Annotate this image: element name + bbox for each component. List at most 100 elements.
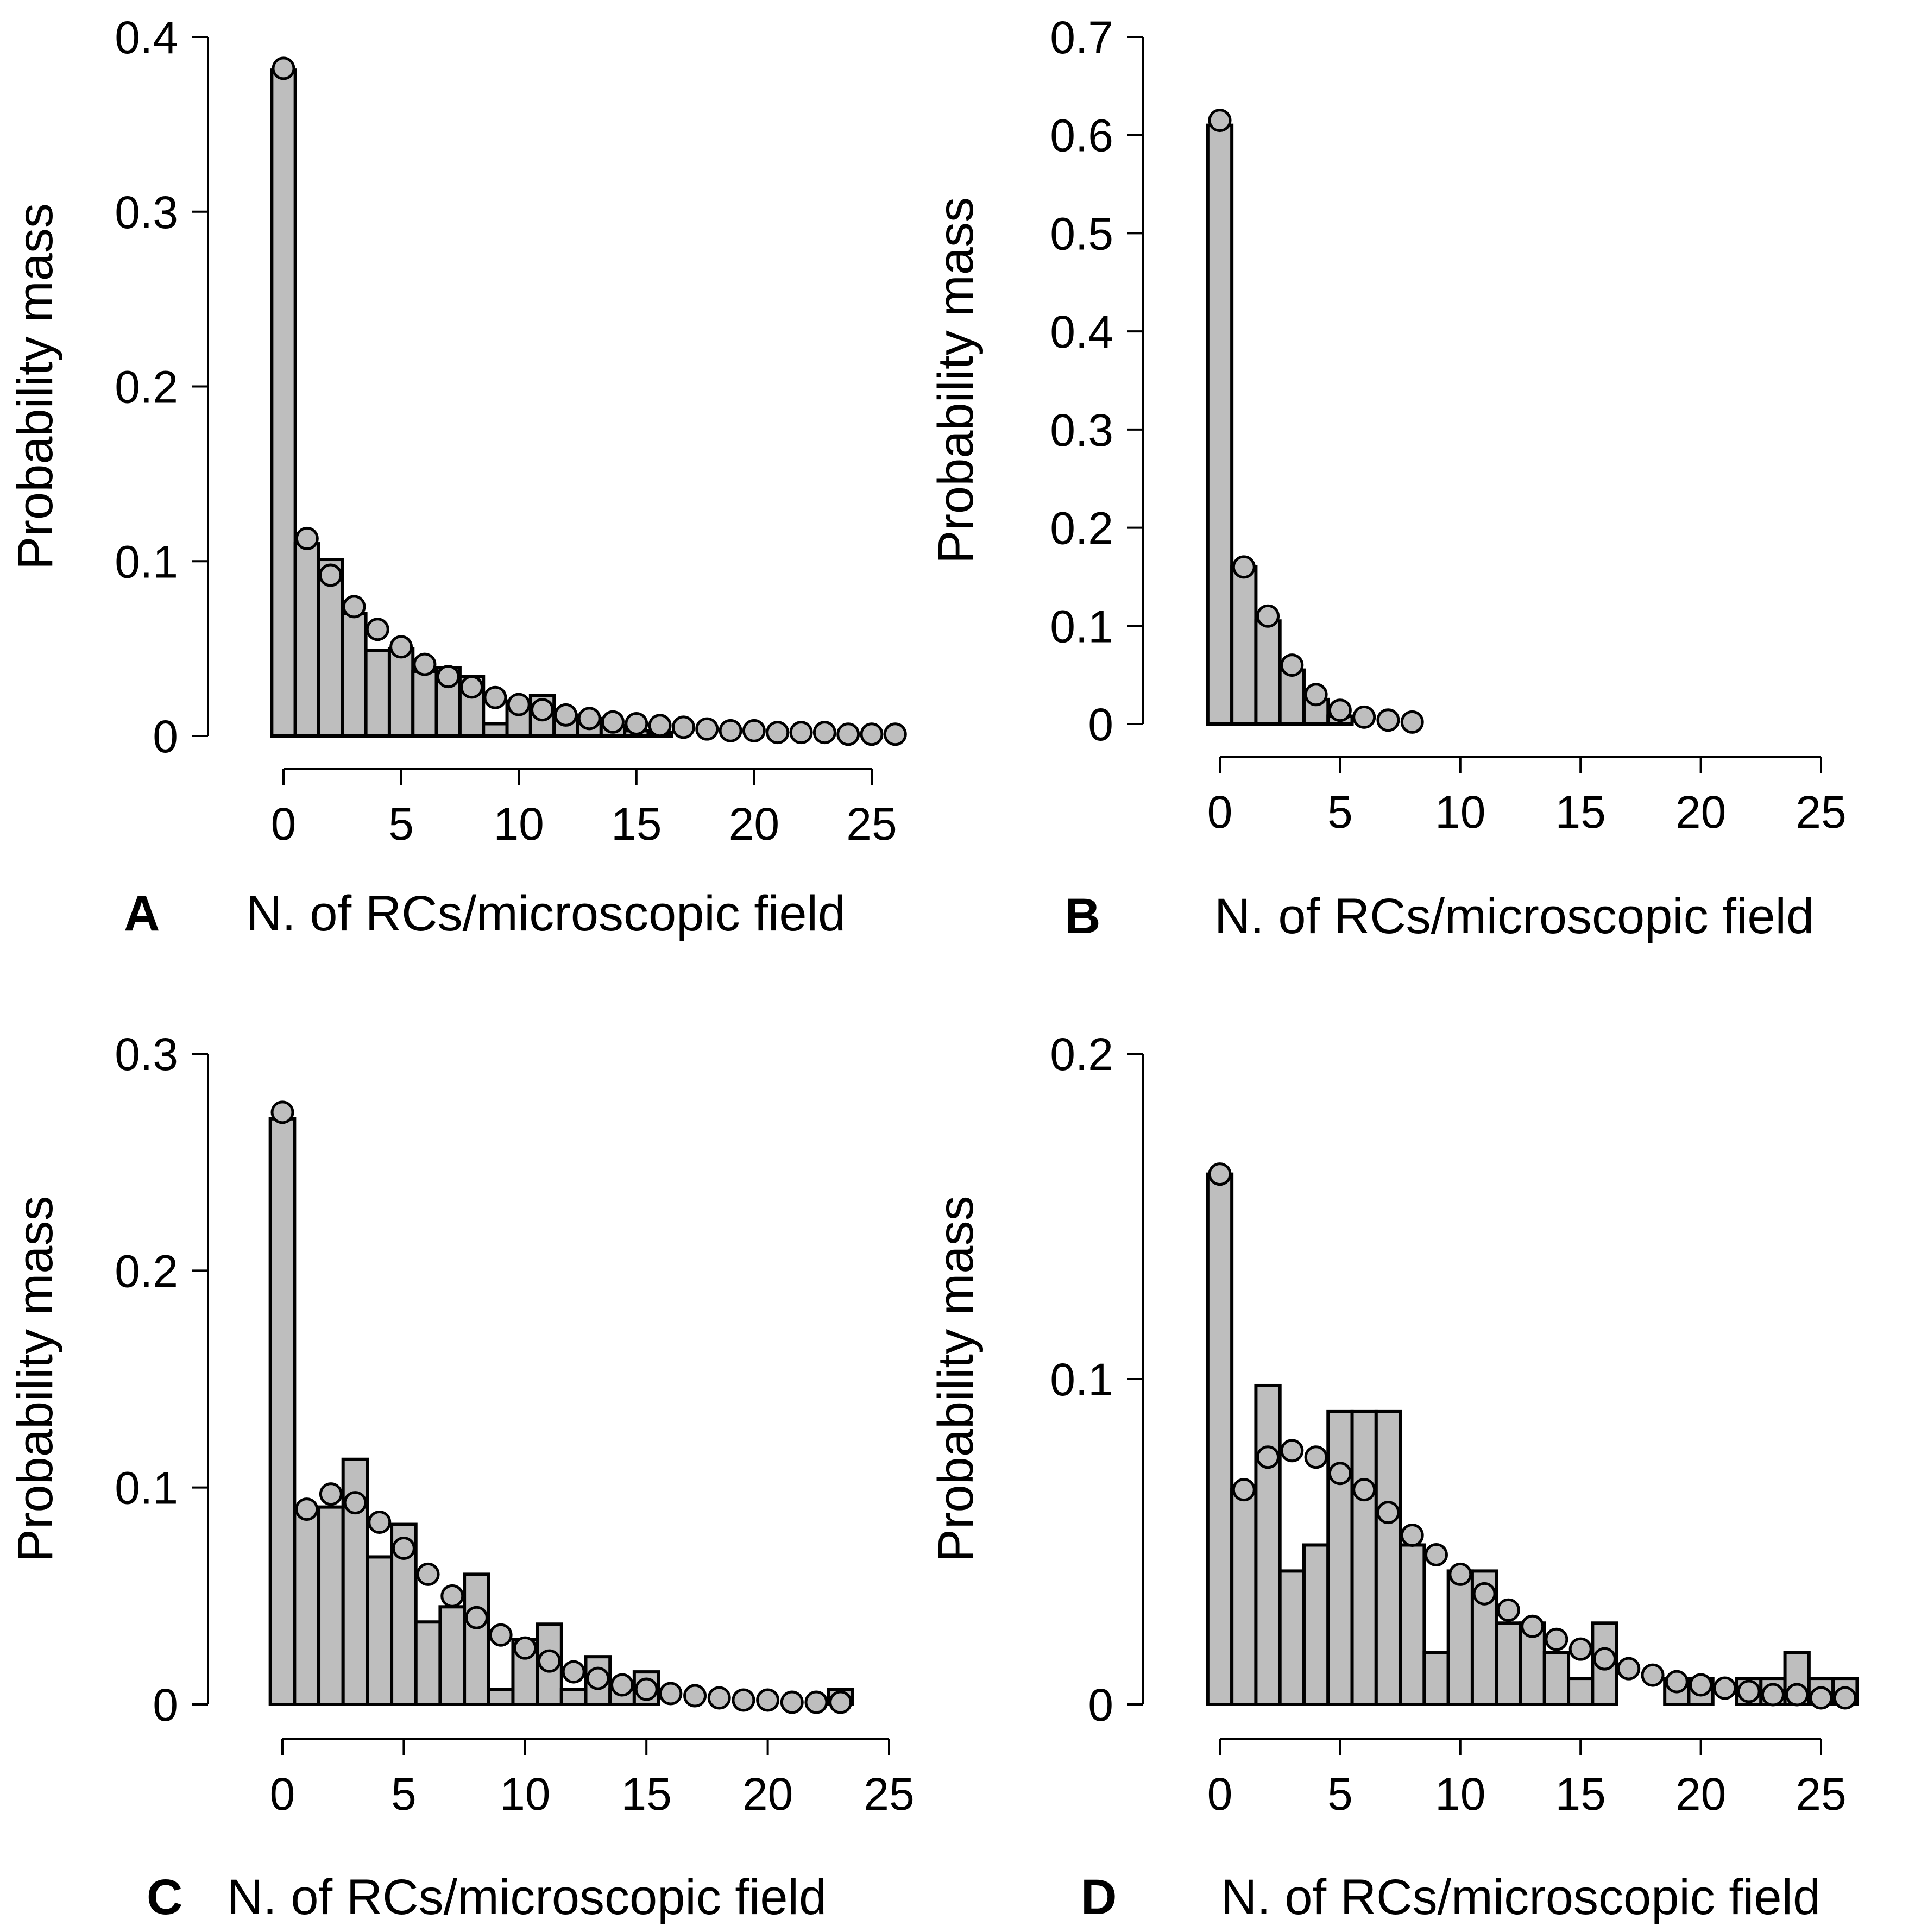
x-tick-label: 25 [846,798,897,849]
bar [463,1572,490,1706]
y-tick-label: 0 [1088,699,1113,750]
data-point [707,1686,731,1710]
data-point [1425,1543,1448,1566]
data-point [1256,1445,1280,1469]
bar [1567,1677,1595,1707]
bar [482,722,509,738]
x-tick-label: 15 [1555,1769,1605,1820]
y-tick-label: 0.1 [115,1463,178,1514]
data-point [789,721,813,745]
data-point [1280,1439,1304,1463]
x-tick-label: 15 [1555,786,1605,838]
data-point [295,526,319,550]
data-point [1400,1524,1424,1547]
data-point [1761,1683,1785,1707]
data-point [562,1660,585,1684]
bar [1254,619,1282,726]
data-point [1545,1627,1568,1651]
y-axis-label: Probability mass [928,197,984,564]
bar [1302,1543,1330,1706]
y-tick-label: 0 [1088,1679,1113,1730]
y-axis-label: Probability mass [8,203,63,570]
x-tick-label: 25 [1796,1769,1846,1820]
y-tick-label: 0.2 [115,1245,178,1297]
data-point [836,722,860,746]
bar [270,68,297,738]
data-point [1665,1670,1689,1694]
y-tick-label: 0.1 [1050,1354,1113,1405]
data-point [812,721,836,745]
bar [1422,1651,1450,1706]
data-point [1232,1478,1256,1502]
y-tick-label: 0.2 [1050,503,1113,554]
x-tick-label: 20 [742,1769,793,1820]
data-point [659,1682,683,1706]
bar [487,1688,515,1706]
x-tick-label: 5 [1327,786,1353,838]
data-point [732,1688,755,1712]
data-point [1400,710,1424,734]
x-tick-label: 10 [1435,786,1485,838]
bar [1350,1409,1378,1706]
data-point [460,675,484,699]
y-tick-label: 0.2 [115,362,178,413]
data-point [483,685,507,709]
chart-panel-c: 0 0.1 0.2 0.3 0 5 10 15 20 25 Probability mass C N. … [8,1029,915,1925]
bar [411,669,438,738]
x-axis-label: N. of RCs/microscopic field [1214,889,1814,944]
data-point [1521,1614,1545,1638]
data-point [1352,705,1376,729]
data-point [440,1584,464,1608]
bar [1326,1409,1354,1706]
x-axis-label: N. of RCs/microscopic field [227,1870,827,1925]
bar [293,542,320,738]
x-tick-label: 10 [500,1769,550,1820]
data-point [368,1511,392,1534]
data-point [389,635,413,659]
y-tick-label: 0.3 [115,187,178,238]
data-point [295,1497,319,1521]
y-tick-label: 0.1 [1050,601,1113,652]
bar [1495,1621,1522,1706]
y-tick-label: 0.3 [1050,405,1113,456]
data-point [695,717,719,741]
y-tick-label: 0.3 [115,1029,178,1080]
data-point [766,721,790,745]
data-point [413,652,437,676]
bar [317,1505,345,1707]
bar [1278,1569,1306,1706]
data-point [416,1562,440,1586]
data-point [1376,1501,1400,1525]
y-tick-label: 0.5 [1050,208,1113,259]
x-tick-label: 5 [388,798,414,849]
x-tick-label: 5 [391,1769,417,1820]
data-point [883,722,907,746]
x-tick-label: 25 [864,1769,914,1820]
y-tick-label: 0.7 [1050,12,1113,63]
data-point [554,703,578,727]
bar [1254,1383,1282,1706]
data-point [742,719,766,742]
data-point [436,665,460,689]
y-tick-label: 0 [153,1679,178,1730]
data-point [719,719,742,742]
bar [366,1555,394,1707]
data-point [1641,1663,1665,1687]
data-point [1208,109,1232,133]
bar [268,1117,297,1706]
data-point [531,698,555,722]
bar [341,612,368,738]
data-point [319,1482,343,1506]
x-tick-label: 0 [1207,1769,1233,1820]
data-point [1352,1478,1376,1502]
bar [414,1620,442,1707]
y-tick-label: 0 [153,711,178,762]
y-tick-label: 0.2 [1050,1029,1113,1080]
data-point [577,707,601,731]
bar [1542,1651,1571,1706]
data-point [464,1606,488,1629]
data-point [1328,1462,1352,1486]
x-tick-label: 20 [729,798,779,849]
data-point [1713,1676,1737,1700]
